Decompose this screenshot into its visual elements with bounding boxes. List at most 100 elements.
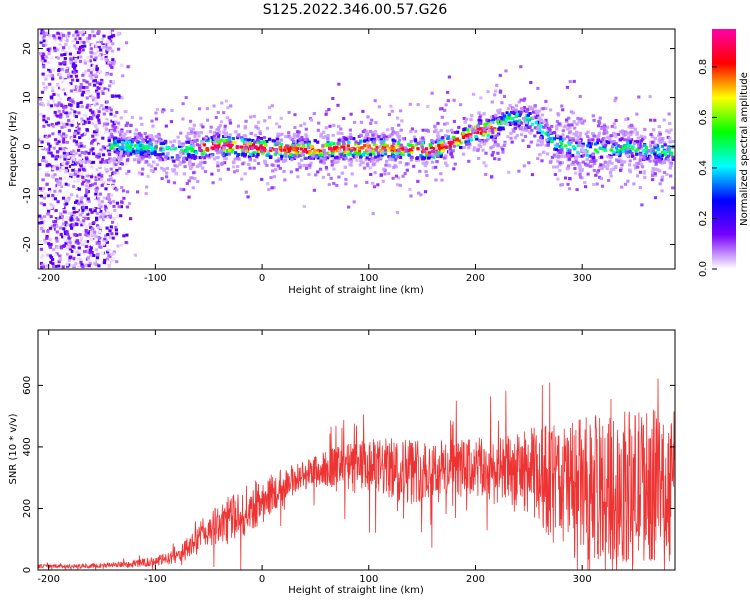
spectrogram-cell <box>343 148 347 152</box>
spectrogram-cell <box>256 126 260 130</box>
spectrogram-cell <box>279 149 283 153</box>
spectrogram-cell <box>526 108 530 112</box>
spectrogram-cell <box>64 170 68 174</box>
spectrogram-cell <box>595 182 599 186</box>
spectrogram-cell <box>95 89 99 93</box>
spectrogram-cell <box>46 253 50 257</box>
spectrogram-cell <box>66 232 70 236</box>
spectrogram-cell <box>293 126 297 129</box>
spectrogram-cell <box>104 207 108 211</box>
spectrogram-cell <box>41 72 45 76</box>
spectrogram-cell <box>54 217 58 221</box>
spectrogram-cell <box>59 115 63 119</box>
spectrogram-cell <box>649 140 653 144</box>
spectrogram-cell <box>39 34 43 38</box>
spectrogram-cell <box>208 130 213 134</box>
spectrogram-cell <box>404 146 408 150</box>
spectrogram-cell <box>71 41 75 45</box>
spectrogram-cell <box>80 182 85 186</box>
spectrogram-cell <box>50 224 55 228</box>
spectrogram-cell <box>87 64 91 68</box>
spectrogram-cell <box>663 141 667 145</box>
spectrogram-cell <box>200 151 204 155</box>
spectrogram-cell <box>109 35 114 39</box>
spectrogram-cell <box>59 121 63 125</box>
spectrogram-cell <box>84 179 88 183</box>
spectrogram-cell <box>558 169 562 173</box>
spectrogram-cell <box>124 241 128 244</box>
spectrogram-cell <box>89 71 93 75</box>
spectrogram-cell <box>240 177 244 181</box>
spectrogram-cell <box>90 44 95 48</box>
spectrogram-cell <box>120 130 124 134</box>
spectrogram-cell <box>616 144 620 148</box>
spectrogram-cell <box>143 138 148 142</box>
spectrogram-cell <box>78 88 82 92</box>
spectrogram-cell <box>95 81 100 85</box>
spectrogram-cell <box>94 172 98 176</box>
spectrogram-cell <box>67 250 71 254</box>
spectrogram-cell <box>618 152 622 156</box>
spectrogram-cell <box>62 37 67 41</box>
spectrogram-cell <box>576 151 580 154</box>
spectrogram-cell <box>198 148 202 152</box>
spectrogram-cell <box>74 58 78 61</box>
spectrogram-cell <box>45 148 49 151</box>
spectrogram-cell <box>215 141 219 145</box>
spectrogram-cell <box>175 164 179 168</box>
spectrogram-cell <box>62 46 66 50</box>
spectrogram-cell <box>307 172 311 176</box>
spectrogram-cell <box>126 146 131 150</box>
spectrogram-cell <box>117 47 121 51</box>
spectrogram-cell <box>649 144 653 148</box>
spectrogram-cell <box>223 134 227 138</box>
spectrogram-cell <box>348 152 352 156</box>
spectrogram-cell <box>652 159 656 163</box>
spectrogram-cell <box>261 147 265 151</box>
spectrogram-cell <box>450 140 454 144</box>
spectrogram-cell <box>337 124 341 128</box>
spectrogram-cell <box>218 124 222 128</box>
spectrogram-cell <box>57 216 61 220</box>
spectrogram-cell <box>49 74 53 78</box>
spectrogram-cell <box>537 128 541 132</box>
spectrogram-cell <box>139 151 144 155</box>
spectrogram-cell <box>302 139 306 143</box>
spectrogram-cell <box>106 210 110 214</box>
spectrogram-cell <box>90 230 94 234</box>
spectrogram-cell <box>294 146 298 150</box>
spectrogram-cell <box>81 177 85 181</box>
spectrogram-cell <box>212 131 217 134</box>
spectrogram-cell <box>599 177 603 181</box>
spectrogram-cell <box>671 157 675 161</box>
spectrogram-cell <box>601 147 605 151</box>
spectrogram-cell <box>534 109 538 113</box>
spectrogram-cell <box>46 194 50 198</box>
spectrogram-cell <box>351 153 355 157</box>
spectrogram-cell <box>98 164 102 168</box>
spectrogram-cell <box>633 140 637 144</box>
spectrogram-cell <box>177 140 181 144</box>
spectrogram-cell <box>79 236 83 240</box>
spectrogram-cell <box>161 108 165 112</box>
spectrogram-cell <box>511 117 515 120</box>
spectrogram-cell <box>639 139 644 143</box>
spectrogram-cell <box>456 141 460 145</box>
spectrogram-cell <box>644 146 648 150</box>
spectrogram-cell <box>115 232 119 236</box>
spectrogram-cell <box>189 131 193 135</box>
spectrogram-cell <box>309 161 313 165</box>
spectrogram-cell <box>77 241 81 245</box>
spectrogram-cell <box>86 217 90 221</box>
spectrogram-cell <box>89 47 93 51</box>
spectrogram-cell <box>381 132 385 136</box>
spectrogram-cell <box>560 145 564 149</box>
spectrogram-cell <box>642 155 646 158</box>
spectrogram-cell <box>46 48 50 52</box>
spectrogram-cell <box>550 155 554 159</box>
spectrogram-cell <box>531 116 535 120</box>
spectrogram-cell <box>100 101 104 105</box>
spectrogram-cell <box>536 131 540 135</box>
spectrogram-cell <box>322 130 326 134</box>
spectrogram-cell <box>61 162 65 166</box>
